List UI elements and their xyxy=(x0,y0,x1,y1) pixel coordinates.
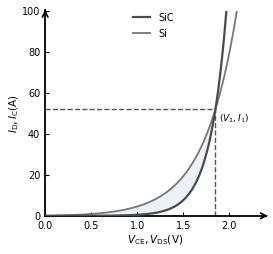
SiC xyxy=(151,212,154,215)
SiC xyxy=(258,0,261,2)
Si xyxy=(145,202,148,205)
Legend: SiC, Si: SiC, Si xyxy=(129,9,178,42)
Si xyxy=(265,0,268,2)
Si xyxy=(258,0,261,2)
X-axis label: $V_{\mathrm{CE}},V_{\mathrm{DS}}$(V): $V_{\mathrm{CE}},V_{\mathrm{DS}}$(V) xyxy=(127,233,184,247)
SiC xyxy=(145,213,148,216)
Text: $(V_1,I_1)$: $(V_1,I_1)$ xyxy=(219,113,249,125)
Si xyxy=(258,0,261,2)
Si xyxy=(151,199,154,202)
SiC xyxy=(55,214,58,217)
SiC xyxy=(265,0,268,2)
SiC xyxy=(258,0,261,2)
Si xyxy=(237,0,240,2)
SiC xyxy=(225,0,229,2)
SiC xyxy=(43,214,47,217)
Y-axis label: $I_{\mathrm{D}},I_{\mathrm{C}}$(A): $I_{\mathrm{D}},I_{\mathrm{C}}$(A) xyxy=(7,94,20,133)
Line: SiC: SiC xyxy=(45,1,266,216)
Si xyxy=(43,214,47,217)
SiC xyxy=(218,82,221,85)
Si xyxy=(218,95,221,98)
Si xyxy=(55,214,58,217)
Line: Si: Si xyxy=(45,1,266,216)
